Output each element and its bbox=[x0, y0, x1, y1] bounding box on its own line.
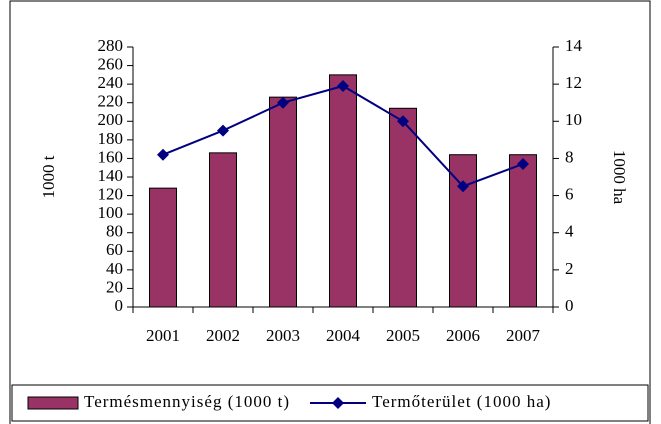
bar bbox=[509, 154, 537, 308]
legend-swatch bbox=[27, 396, 79, 410]
line-marker bbox=[337, 80, 349, 92]
y-tick-label: 20 bbox=[106, 277, 123, 296]
line-marker bbox=[157, 148, 169, 161]
y2-tick-label: 10 bbox=[565, 110, 582, 129]
y2-tick-label: 0 bbox=[565, 296, 574, 315]
y-tick-label: 40 bbox=[106, 259, 123, 278]
y-tick-label: 60 bbox=[106, 240, 123, 259]
x-tick-label: 2006 bbox=[446, 326, 480, 345]
y-tick-label: 140 bbox=[98, 166, 124, 185]
legend-label: Termésmennyiség (1000 t) bbox=[84, 392, 290, 411]
x-tick-label: 2001 bbox=[146, 326, 180, 345]
legend-label: Termőterület (1000 ha) bbox=[372, 392, 551, 411]
y2-tick-label: 12 bbox=[565, 73, 582, 92]
y2-tick-label: 6 bbox=[565, 184, 574, 203]
bar bbox=[269, 96, 297, 308]
legend-swatch bbox=[332, 397, 344, 409]
line-marker bbox=[457, 180, 469, 193]
bar bbox=[209, 152, 237, 308]
y-tick-label: 120 bbox=[98, 184, 124, 203]
x-tick-label: 2003 bbox=[266, 326, 300, 345]
y-tick-label: 240 bbox=[98, 73, 124, 92]
y-tick-label: 220 bbox=[98, 92, 124, 111]
y2-tick-label: 8 bbox=[565, 147, 574, 166]
y-tick-label: 260 bbox=[98, 54, 124, 73]
y-tick-label: 160 bbox=[98, 147, 124, 166]
bar bbox=[329, 74, 357, 308]
line-marker bbox=[277, 96, 289, 109]
bar bbox=[389, 107, 417, 308]
bar bbox=[449, 154, 477, 308]
line-marker bbox=[517, 158, 529, 170]
y-tick-label: 100 bbox=[98, 203, 124, 222]
y-axis-label: 1000 t bbox=[39, 155, 58, 198]
y2-tick-label: 14 bbox=[565, 36, 583, 55]
y-tick-label: 280 bbox=[98, 36, 124, 55]
line-marker bbox=[397, 115, 409, 128]
y2-axis-label: 1000 ha bbox=[610, 150, 629, 205]
y-tick-label: 180 bbox=[98, 129, 124, 148]
bar bbox=[149, 187, 177, 308]
y-tick-label: 0 bbox=[115, 296, 124, 315]
x-tick-label: 2007 bbox=[506, 326, 541, 345]
y-tick-label: 80 bbox=[106, 222, 123, 241]
x-tick-label: 2004 bbox=[326, 326, 361, 345]
x-tick-label: 2005 bbox=[386, 326, 420, 345]
y-tick-label: 200 bbox=[98, 110, 124, 129]
line-marker bbox=[217, 124, 229, 137]
y2-tick-label: 2 bbox=[565, 259, 574, 278]
x-tick-label: 2002 bbox=[206, 326, 240, 345]
y2-tick-label: 4 bbox=[565, 222, 574, 241]
